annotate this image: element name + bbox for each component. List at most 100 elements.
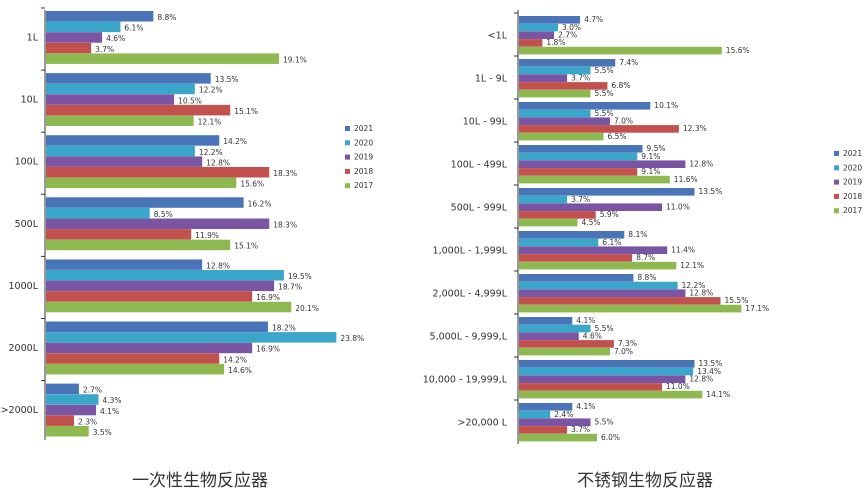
stainless-data-label-2021: 7.4% [619, 58, 638, 67]
stainless-data-label-2017: 14.1% [706, 390, 730, 399]
stainless-bar-2019 [519, 418, 591, 426]
stainless-legend-swatch-2021 [834, 151, 839, 156]
stainless-data-label-2021: 13.5% [699, 359, 723, 368]
single-use-data-label-2017: 3.5% [93, 428, 112, 437]
single-use-category-label: 100L [15, 157, 39, 168]
stainless-data-label-2021: 4.7% [584, 15, 603, 24]
stainless-bar-2019 [519, 74, 568, 82]
stainless-data-label-2019: 2.7% [558, 31, 577, 40]
single-use-legend-swatch-2021 [345, 126, 350, 131]
single-use-data-label-2021: 12.8% [206, 261, 230, 270]
stainless-bar-2017 [519, 218, 578, 227]
stainless-data-label-2020: 5.5% [595, 109, 614, 118]
stainless-data-label-2020: 5.5% [595, 66, 614, 75]
stainless-bar-2019 [519, 117, 610, 125]
single-use-category-label: 1000L [9, 281, 39, 292]
stainless-data-label-2017: 5.5% [595, 89, 614, 98]
stainless-bar-2021 [519, 188, 695, 196]
single-use-legend-label-2017: 2017 [354, 181, 373, 190]
single-use-bar-2021 [46, 197, 244, 208]
stainless-legend-swatch-2017 [834, 208, 839, 214]
stainless-data-label-2019: 11.4% [671, 246, 695, 255]
stainless-legend-label-2021: 2021 [843, 149, 862, 158]
stainless-bar-2018 [519, 211, 596, 219]
stainless-data-label-2019: 4.6% [583, 332, 602, 341]
single-use-data-label-2020: 23.8% [340, 334, 364, 343]
single-use-bar-2019 [46, 32, 103, 43]
stainless-data-label-2018: 7.3% [618, 339, 637, 348]
stainless-category-label: 10L - 99L [463, 116, 508, 127]
stainless-category-label: 1L - 9L [475, 73, 508, 84]
stainless-data-label-2017: 17.1% [745, 304, 769, 313]
stainless-data-label-2021: 8.8% [637, 273, 656, 282]
single-use-category-label: >2000L [1, 405, 39, 416]
stainless-data-label-2020: 9.1% [641, 152, 660, 161]
stainless-bar-2018 [519, 297, 721, 305]
single-use-bar-2018 [46, 42, 92, 54]
single-use-bar-2017 [46, 239, 231, 251]
single-use-bar-2017 [46, 115, 194, 126]
single-use-data-label-2019: 4.6% [106, 34, 125, 43]
stainless-legend-swatch-2018 [834, 193, 839, 199]
stainless-data-label-2019: 7.0% [614, 117, 633, 126]
single-use-bar-2020 [46, 83, 195, 95]
stainless-data-label-2017: 12.1% [680, 261, 704, 270]
stainless-data-label-2018: 15.5% [725, 296, 749, 305]
stainless-category-label: 500L - 999L [451, 202, 508, 213]
stainless-data-label-2018: 1.8% [546, 38, 565, 47]
stainless-bar-2020 [519, 152, 638, 161]
stainless-bar-2021 [519, 16, 581, 24]
stainless-data-label-2019: 11.0% [666, 203, 690, 212]
stainless-bar-2018 [519, 426, 568, 434]
single-use-bar-2021 [46, 73, 211, 84]
single-use-data-label-2020: 4.3% [102, 396, 121, 405]
stainless-data-label-2019: 12.8% [689, 375, 713, 384]
stainless-data-label-2019: 12.8% [689, 160, 713, 169]
stainless-bar-2019 [519, 332, 579, 340]
stainless-data-label-2020: 13.4% [697, 367, 721, 376]
single-use-bar-2017 [46, 363, 225, 375]
single-use-bar-2020 [46, 207, 150, 219]
single-use-bar-2020 [46, 394, 99, 405]
stainless-bar-2020 [519, 109, 591, 118]
stainless-data-label-2018: 8.7% [636, 253, 655, 262]
stainless-bar-2017 [519, 46, 722, 55]
stainless-bar-2021 [519, 231, 625, 239]
stainless-bar-2021 [519, 317, 573, 325]
single-use-data-label-2020: 12.2% [199, 148, 223, 157]
single-use-bar-2020 [46, 270, 284, 281]
single-use-data-label-2017: 14.6% [228, 366, 252, 375]
single-use-bar-2019 [46, 94, 175, 105]
single-use-bar-2018 [46, 104, 231, 116]
single-use-data-label-2018: 16.9% [256, 293, 280, 302]
single-use-data-label-2019: 16.9% [256, 345, 280, 354]
single-use-bar-2020 [46, 21, 121, 33]
single-use-data-label-2020: 19.5% [288, 272, 312, 281]
single-use-legend-swatch-2020 [345, 140, 350, 146]
stainless-category-label: 100L - 499L [451, 159, 508, 170]
stainless-bar-2018 [519, 39, 543, 47]
single-use-bar-2018 [46, 415, 75, 426]
single-use-category-label: 10L [21, 95, 39, 106]
single-use-data-label-2017: 12.1% [198, 118, 222, 127]
stainless-data-label-2018: 6.8% [611, 81, 630, 90]
single-use-bar-2018 [46, 291, 253, 302]
stainless-data-label-2020: 3.7% [571, 195, 590, 204]
stainless-data-label-2021: 4.1% [576, 316, 595, 325]
stainless-data-label-2020: 3.0% [562, 23, 581, 32]
single-use-data-label-2018: 15.1% [234, 107, 258, 116]
single-use-data-label-2017: 20.1% [295, 304, 319, 313]
single-use-legend-swatch-2017 [345, 183, 350, 189]
single-use-data-label-2019: 4.1% [100, 407, 119, 416]
stainless-bar-2018 [519, 125, 679, 133]
stainless-legend-label-2017: 2017 [843, 206, 862, 215]
stainless-legend-swatch-2019 [834, 179, 839, 185]
stainless-data-label-2020: 12.2% [682, 281, 706, 290]
stainless-category-label: <1L [488, 30, 508, 41]
stainless-bar-2018 [519, 340, 614, 348]
stainless-data-label-2017: 15.6% [726, 46, 750, 55]
stainless-data-label-2019: 12.8% [689, 289, 713, 298]
single-use-data-label-2017: 15.1% [234, 242, 258, 251]
single-use-data-label-2018: 11.9% [195, 231, 219, 240]
stainless-data-label-2020: 6.1% [602, 238, 621, 247]
